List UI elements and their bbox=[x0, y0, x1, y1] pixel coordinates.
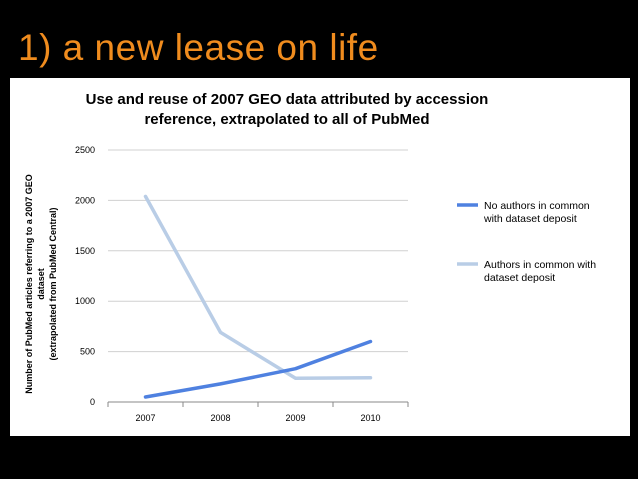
slide-title: 1) a new lease on life bbox=[18, 27, 379, 68]
y-tick-label-2500: 2500 bbox=[75, 145, 95, 155]
x-tick-label-2008: 2008 bbox=[210, 413, 230, 423]
x-tick-label-2009: 2009 bbox=[285, 413, 305, 423]
x-tick-labels: 2007 2008 2009 2010 bbox=[135, 413, 380, 423]
chart-panel: Use and reuse of 2007 GEO data attribute… bbox=[10, 78, 630, 436]
x-tick-label-2007: 2007 bbox=[135, 413, 155, 423]
legend-label-0-line-1: with dataset deposit bbox=[483, 213, 577, 225]
y-tick-label-0: 0 bbox=[90, 397, 95, 407]
gridlines bbox=[107, 149, 409, 407]
line-chart: Use and reuse of 2007 GEO data attribute… bbox=[24, 91, 596, 423]
y-axis-label-line-1: dataset bbox=[36, 268, 46, 300]
y-axis-label-line-0: Number of PubMed articles referring to a… bbox=[24, 174, 34, 394]
y-axis-label: Number of PubMed articles referring to a… bbox=[24, 174, 58, 394]
legend-label-1-line-1: dataset deposit bbox=[484, 272, 555, 284]
y-tick-label-500: 500 bbox=[80, 347, 95, 357]
y-tick-label-1000: 1000 bbox=[75, 296, 95, 306]
y-tick-labels: 0 500 1000 1500 2000 2500 bbox=[75, 145, 95, 407]
series-line-0 bbox=[143, 339, 373, 399]
legend-label-0-line-0: No authors in common bbox=[484, 200, 590, 212]
chart-title: Use and reuse of 2007 GEO data attribute… bbox=[86, 91, 489, 128]
chart-title-line-0: Use and reuse of 2007 GEO data attribute… bbox=[86, 91, 489, 108]
series-line-1 bbox=[143, 194, 373, 381]
y-tick-label-2000: 2000 bbox=[75, 195, 95, 205]
chart-title-line-1: reference, extrapolated to all of PubMed bbox=[144, 111, 429, 128]
legend-label-1-line-0: Authors in common with bbox=[484, 259, 596, 271]
series-lines bbox=[143, 194, 373, 399]
y-tick-label-1500: 1500 bbox=[75, 246, 95, 256]
x-tick-label-2010: 2010 bbox=[360, 413, 380, 423]
y-axis-label-line-2: (extrapolated from PubMed Central) bbox=[48, 207, 58, 360]
